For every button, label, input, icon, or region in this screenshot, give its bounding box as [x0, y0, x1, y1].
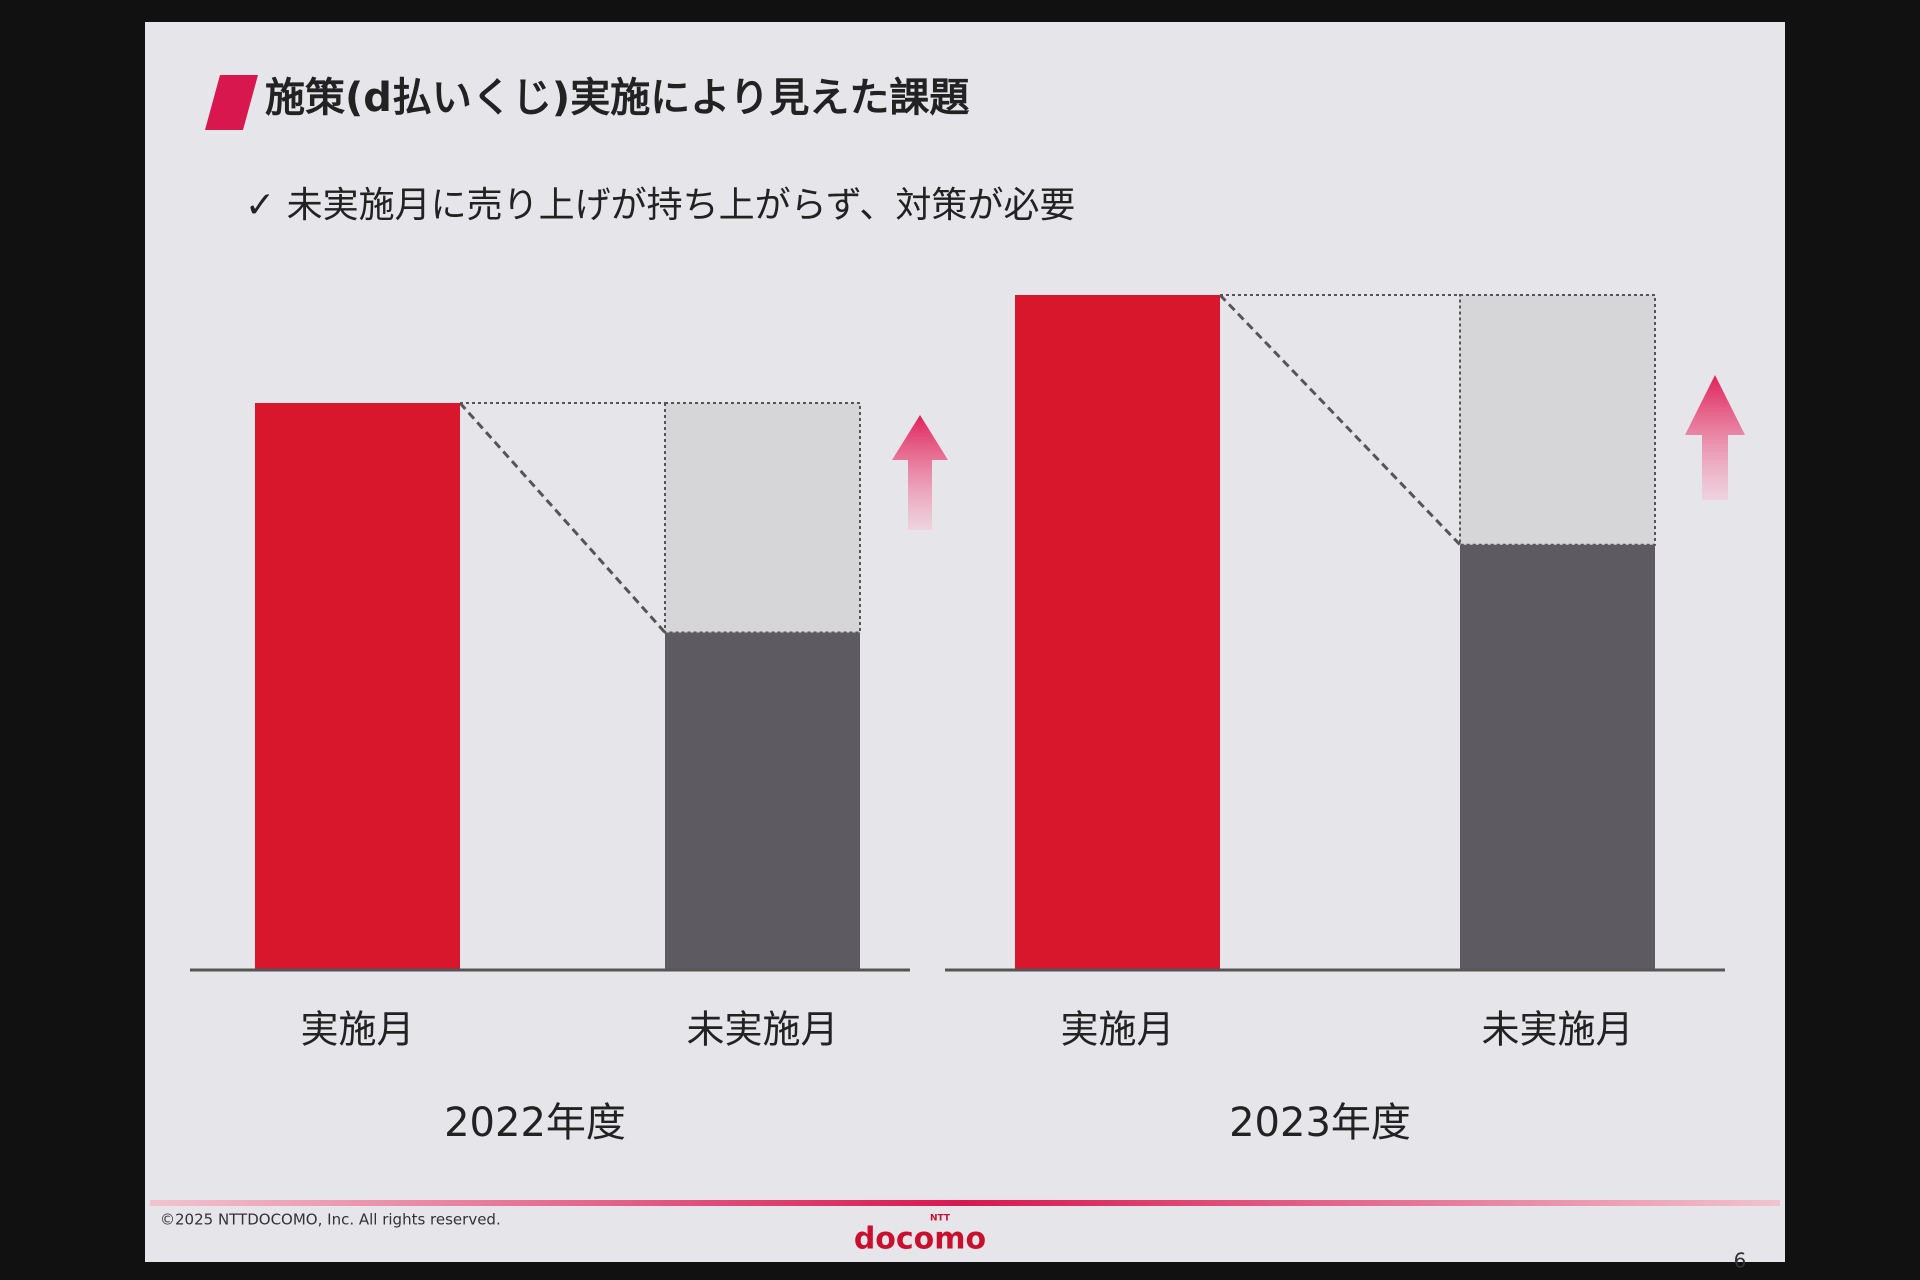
logo-small: NTT [930, 1214, 951, 1224]
title-marker [205, 75, 258, 130]
bar [1460, 544, 1655, 970]
bar [665, 632, 860, 970]
group-label: 2023年度 [1229, 1100, 1411, 1146]
subtitle: ✓ 未実施月に売り上げが持ち上がらず、対策が必要 [245, 185, 1075, 226]
connector-diagonal [1218, 293, 1462, 546]
footer-line [150, 1200, 1780, 1206]
up-arrow [1685, 375, 1745, 500]
category-label: 未実施月 [1481, 1008, 1633, 1052]
copyright: ©2025 NTTDOCOMO, Inc. All rights reserve… [160, 1211, 501, 1229]
target-box [664, 402, 861, 634]
bar [1015, 295, 1220, 970]
page-number: 6 [1734, 1249, 1747, 1273]
category-label: 実施月 [300, 1008, 414, 1052]
group-label: 2022年度 [444, 1100, 626, 1146]
category-label: 未実施月 [686, 1008, 838, 1052]
slide-title: 施策(d払いくじ)実施により見えた課題 [265, 75, 969, 121]
bar [255, 403, 460, 970]
logo: docomo [854, 1222, 986, 1257]
target-box [1459, 294, 1656, 546]
up-arrow [892, 415, 948, 530]
category-label: 実施月 [1060, 1008, 1174, 1052]
